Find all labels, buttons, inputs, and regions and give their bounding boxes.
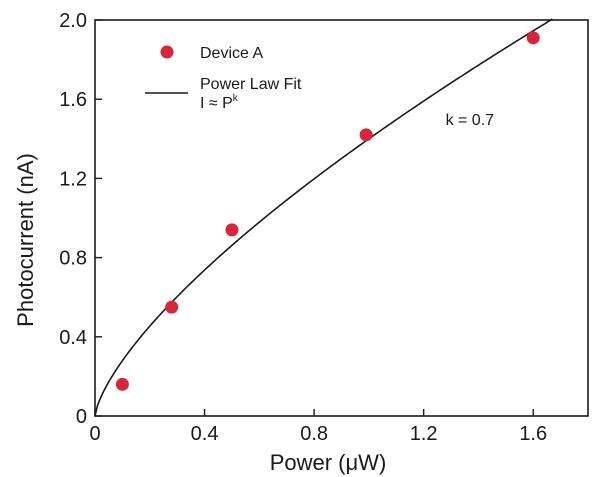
data-point (359, 128, 373, 142)
x-axis-title: Power (μW) (270, 450, 387, 475)
y-tick-label: 0.8 (59, 248, 87, 270)
device-a-points (115, 31, 540, 391)
y-tick-label: 2.0 (59, 10, 87, 32)
x-axis-ticks: 0 0.4 0.8 1.2 1.6 (89, 409, 547, 445)
power-law-fit-line (94, 18, 553, 417)
legend-label-fit: Power Law Fit (200, 76, 302, 93)
x-tick-label: 0.4 (191, 423, 219, 445)
plot-frame (94, 19, 589, 417)
y-tick-label: 0 (76, 406, 87, 428)
y-axis-title: Photocurrent (nA) (13, 153, 38, 327)
x-tick-label: 1.6 (519, 423, 547, 445)
x-tick-label: 0.8 (300, 423, 328, 445)
legend-marker-device-a (160, 45, 174, 59)
data-point (165, 300, 179, 314)
y-tick-label: 0.4 (59, 327, 87, 349)
data-point (225, 223, 239, 237)
legend: Device A Power Law Fit I ≈ Pk (145, 45, 302, 112)
data-point (115, 377, 129, 391)
y-axis-ticks: 0 0.4 0.8 1.2 1.6 2.0 (59, 10, 102, 428)
legend-label-device-a: Device A (200, 45, 263, 62)
x-tick-label: 1.2 (410, 423, 438, 445)
y-tick-label: 1.6 (59, 89, 87, 111)
y-tick-label: 1.2 (59, 168, 87, 190)
legend-label-fit-formula: I ≈ Pk (200, 93, 239, 112)
data-point (526, 31, 540, 45)
exponent-annotation: k = 0.7 (446, 112, 495, 129)
plot-border (94, 19, 589, 417)
x-tick-label: 0 (89, 423, 100, 445)
